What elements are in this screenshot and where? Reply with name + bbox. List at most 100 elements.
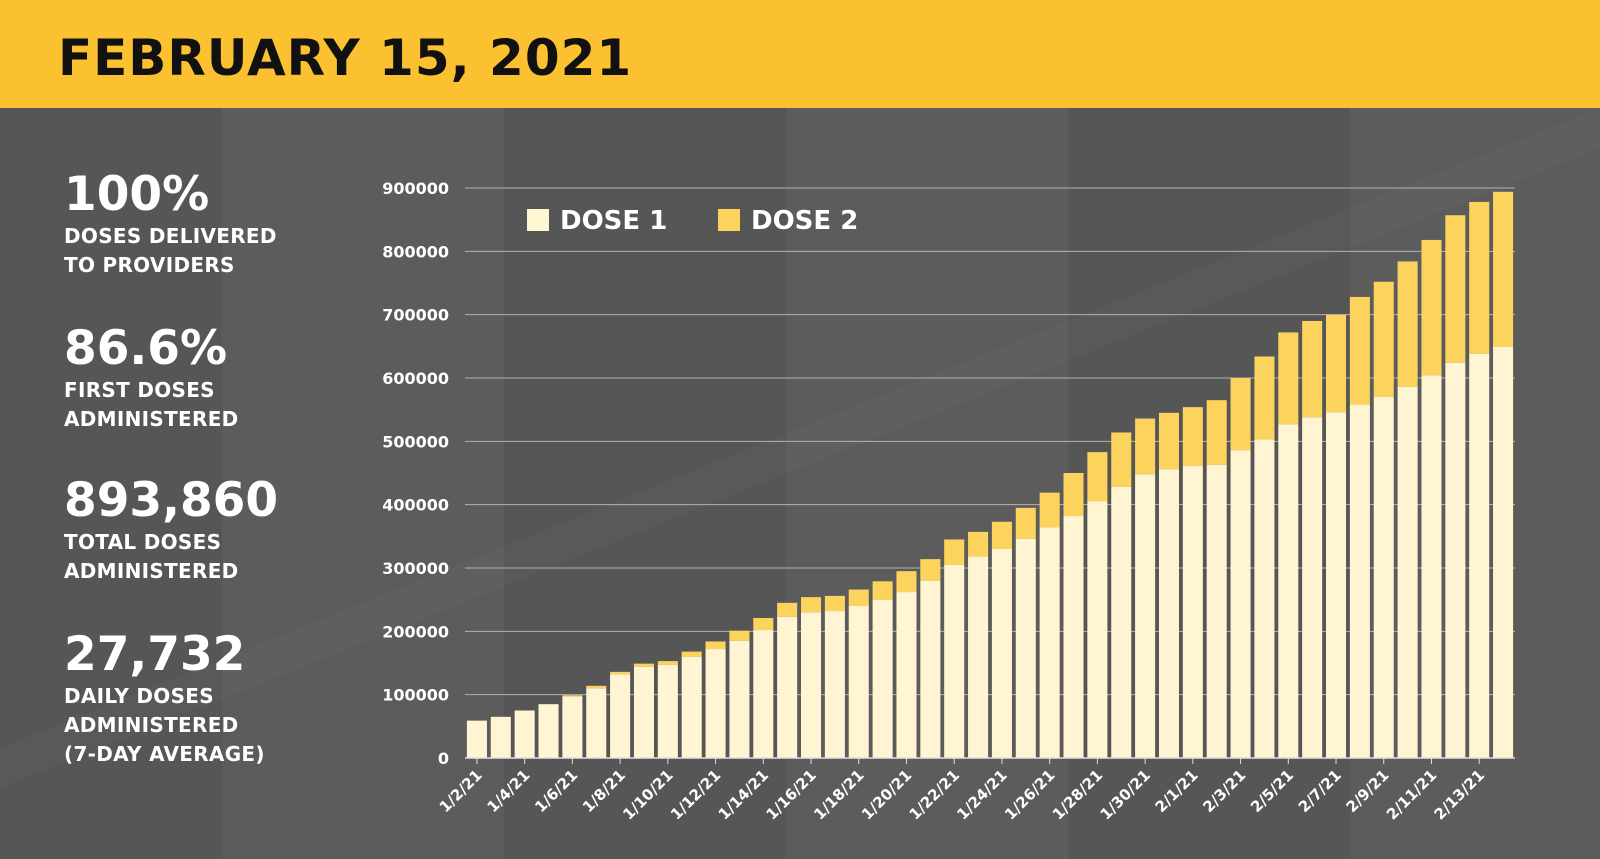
x-tick-label: 1/18/21 (810, 766, 867, 823)
stat-doses-delivered: 100% DOSES DELIVERED TO PROVIDERS (64, 168, 384, 280)
stat-label-line: TO PROVIDERS (64, 253, 235, 277)
bar-dose-2 (848, 589, 869, 606)
bar-dose-1 (1302, 417, 1323, 758)
bar-dose-2 (1493, 191, 1514, 347)
stat-label-line: DAILY DOSES (64, 684, 214, 708)
stat-value: 27,732 (64, 627, 246, 682)
y-tick-label: 300000 (382, 559, 449, 578)
bar-dose-1 (1278, 424, 1299, 758)
bar-dose-2 (896, 571, 917, 593)
x-tick-label: 2/3/21 (1199, 766, 1249, 816)
bar-dose-1 (1087, 501, 1108, 758)
bar-dose-2 (1373, 281, 1394, 397)
bar-dose-1 (514, 710, 535, 758)
stat-value: 893,860 (64, 473, 279, 528)
bar-dose-2 (1421, 239, 1442, 376)
bar-dose-2 (657, 661, 678, 665)
bar-dose-1 (777, 616, 798, 758)
y-tick-label: 0 (438, 749, 449, 768)
bar-dose-2 (681, 651, 702, 657)
stat-label-line: DOSES DELIVERED (64, 224, 277, 248)
header-banner: FEBRUARY 15, 2021 (0, 0, 1600, 108)
bar-dose-1 (1349, 404, 1370, 758)
x-tick-label: 1/10/21 (619, 766, 676, 823)
x-tick-label: 1/16/21 (762, 766, 819, 823)
legend-swatch-dose-2 (718, 209, 740, 231)
bar-dose-1 (490, 716, 511, 758)
bar-dose-1 (801, 612, 822, 758)
bar-dose-2 (920, 559, 941, 581)
y-tick-label: 100000 (382, 686, 449, 705)
bar-dose-1 (729, 640, 750, 758)
x-tick-label: 2/7/21 (1295, 766, 1345, 816)
y-tick-label: 200000 (382, 622, 449, 641)
bar-dose-1 (1182, 466, 1203, 758)
bar-dose-2 (1230, 378, 1251, 451)
bar-dose-1 (586, 688, 607, 758)
bar-dose-1 (705, 649, 726, 758)
x-tick-label: 2/13/21 (1431, 766, 1488, 823)
x-tick-label: 2/5/21 (1247, 766, 1297, 816)
bar-dose-1 (848, 606, 869, 758)
legend-label-dose-2: DOSE 2 (751, 206, 858, 236)
bar-dose-2 (610, 671, 631, 675)
x-tick-label: 1/22/21 (906, 766, 963, 823)
bar-dose-2 (1326, 314, 1347, 413)
stat-label-line: (7-DAY AVERAGE) (64, 742, 265, 766)
bar-dose-1 (466, 720, 487, 758)
bar-dose-1 (1445, 362, 1466, 758)
x-tick-label: 2/1/21 (1152, 766, 1202, 816)
y-tick-label: 800000 (382, 242, 449, 261)
bar-dose-1 (753, 630, 774, 758)
bar-dose-1 (872, 599, 893, 758)
x-tick-label: 1/12/21 (667, 766, 724, 823)
bar-dose-2 (729, 630, 750, 641)
x-tick-label: 1/4/21 (483, 766, 533, 816)
bar-dose-2 (1254, 356, 1275, 440)
bar-dose-1 (657, 664, 678, 758)
bar-dose-2 (1039, 492, 1060, 528)
bar-dose-2 (753, 618, 774, 631)
x-tick-label: 2/11/21 (1383, 766, 1440, 823)
bar-dose-2 (1111, 432, 1132, 487)
bar-dose-1 (1039, 527, 1060, 758)
bar-dose-1 (944, 564, 965, 758)
x-tick-label: 1/20/21 (858, 766, 915, 823)
bar-dose-2 (586, 685, 607, 689)
bar-dose-1 (1111, 486, 1132, 758)
bar-dose-2 (705, 641, 726, 650)
y-tick-label: 900000 (382, 179, 449, 198)
bar-dose-2 (968, 531, 989, 557)
x-tick-label: 1/2/21 (436, 766, 486, 816)
bar-dose-2 (872, 581, 893, 600)
y-tick-label: 400000 (382, 496, 449, 515)
x-tick-label: 1/24/21 (953, 766, 1010, 823)
stat-value: 100% (64, 167, 210, 222)
bar-dose-1 (1158, 469, 1179, 758)
bar-dose-1 (1397, 386, 1418, 758)
stat-label-line: ADMINISTERED (64, 407, 239, 431)
x-tick-label: 1/26/21 (1001, 766, 1058, 823)
bar-dose-2 (824, 595, 845, 612)
bar-dose-2 (1302, 321, 1323, 418)
bar-dose-2 (944, 539, 965, 565)
bar-dose-1 (920, 580, 941, 758)
bar-dose-1 (633, 666, 654, 758)
bar-dose-1 (1063, 516, 1084, 758)
bar-dose-2 (1182, 407, 1203, 467)
bar-dose-2 (1087, 452, 1108, 502)
bar-dose-1 (1135, 474, 1156, 758)
bar-dose-2 (1397, 261, 1418, 387)
bar-dose-2 (1349, 296, 1370, 405)
y-tick-label: 600000 (382, 369, 449, 388)
bar-dose-2 (777, 602, 798, 617)
bar-dose-1 (1230, 450, 1251, 758)
bar-dose-2 (1445, 215, 1466, 363)
stat-label-line: FIRST DOSES (64, 378, 215, 402)
legend-label-dose-1: DOSE 1 (560, 206, 667, 236)
y-tick-label: 500000 (382, 432, 449, 451)
bar-dose-1 (1254, 439, 1275, 758)
stat-value: 86.6% (64, 321, 228, 376)
